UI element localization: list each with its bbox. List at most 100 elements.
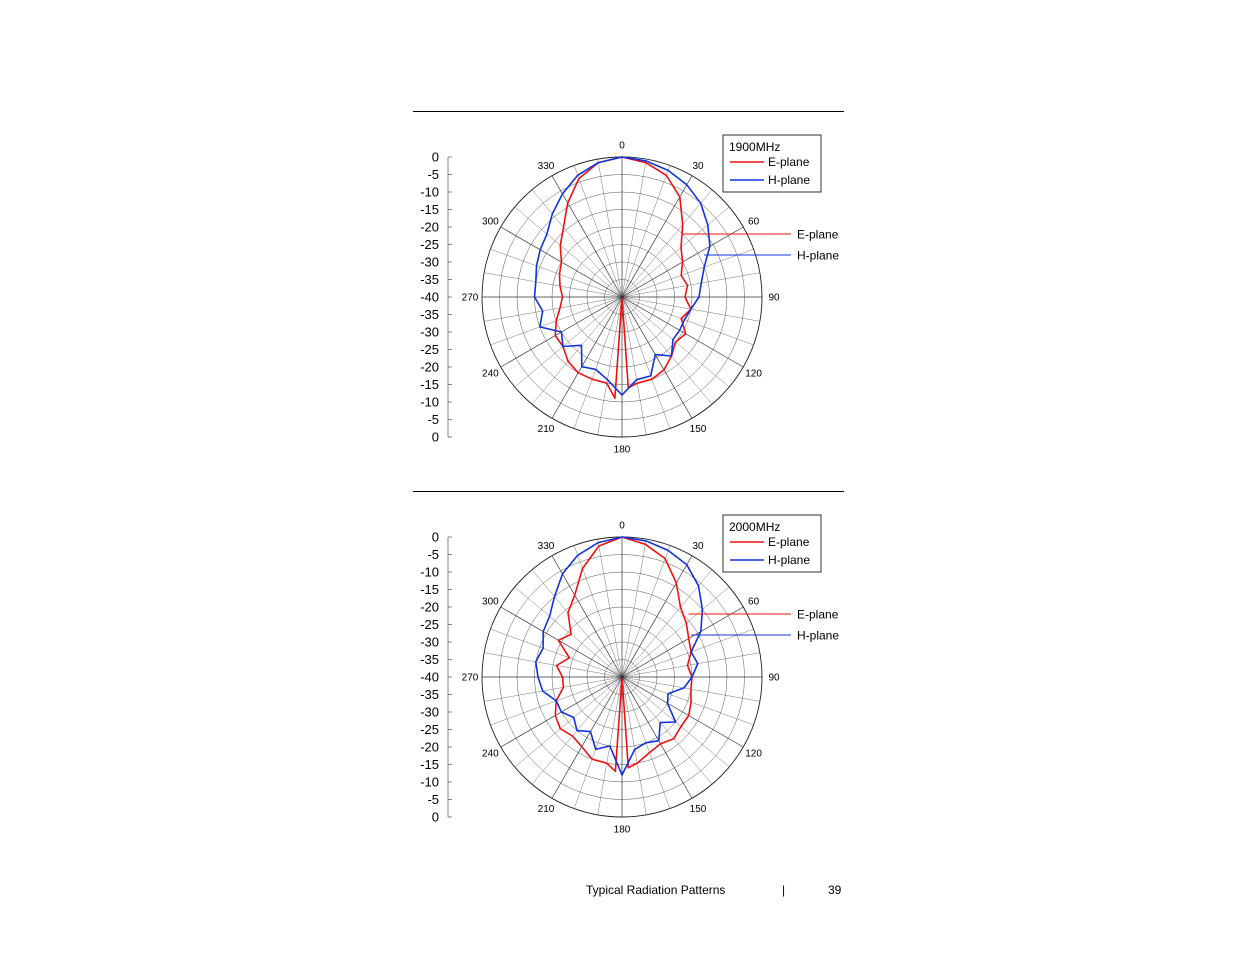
grid-spoke bbox=[484, 676, 623, 702]
angle-label: 150 bbox=[690, 804, 707, 815]
angle-label: 60 bbox=[748, 597, 760, 608]
grid-spoke bbox=[573, 676, 623, 809]
grid-spoke bbox=[514, 206, 623, 298]
radial-tick-label: -10 bbox=[420, 395, 439, 410]
grid-spoke bbox=[621, 296, 693, 419]
radial-tick-label: -20 bbox=[420, 220, 439, 235]
legend-label: E-plane bbox=[768, 155, 810, 169]
angle-label: 210 bbox=[538, 424, 555, 435]
angle-label: 240 bbox=[482, 369, 499, 380]
angle-label: 0 bbox=[619, 521, 625, 532]
radial-tick-label: 0 bbox=[432, 810, 439, 825]
radial-tick-label: -35 bbox=[420, 652, 439, 667]
grid-spoke bbox=[621, 586, 730, 678]
grid-spoke bbox=[621, 676, 647, 815]
angle-label: 330 bbox=[538, 161, 555, 172]
grid-spoke bbox=[621, 248, 754, 298]
center-point bbox=[620, 675, 624, 679]
grid-spoke bbox=[597, 296, 623, 435]
grid-spoke bbox=[621, 296, 754, 346]
polar-chart-2000mhz: 0 30 60 90 120 150 180 210 240 270 300 330 0 -5 -10 -15… bbox=[420, 514, 839, 836]
radial-tick-label: -15 bbox=[420, 377, 439, 392]
radial-tick-label: 0 bbox=[432, 150, 439, 165]
angle-label: 300 bbox=[482, 597, 499, 608]
grid-spoke bbox=[573, 296, 623, 429]
top-rule-1 bbox=[413, 111, 844, 112]
radial-tick-label: -5 bbox=[427, 412, 439, 427]
radial-tick-label: -25 bbox=[420, 617, 439, 632]
grid-spoke bbox=[621, 296, 744, 368]
radial-tick-label: -5 bbox=[427, 167, 439, 182]
radial-tick-label: -30 bbox=[420, 255, 439, 270]
grid-spoke bbox=[621, 159, 647, 298]
grid-spoke bbox=[621, 545, 671, 678]
legend-label: H-plane bbox=[768, 553, 810, 567]
top-rule-2 bbox=[413, 491, 844, 492]
radial-tick-label: 0 bbox=[432, 430, 439, 445]
grid-spoke bbox=[551, 296, 623, 419]
angle-label: 60 bbox=[748, 217, 760, 228]
h-plane-curve bbox=[533, 156, 711, 396]
legend-label: E-plane bbox=[768, 535, 810, 549]
radial-tick-label: -35 bbox=[420, 307, 439, 322]
grid-spoke bbox=[531, 569, 623, 678]
center-point bbox=[620, 295, 624, 299]
radial-tick-label: -25 bbox=[420, 722, 439, 737]
grid-spoke bbox=[514, 586, 623, 678]
legend-title: 1900MHz bbox=[729, 140, 780, 154]
radial-tick-label: -30 bbox=[420, 635, 439, 650]
radial-tick-label: -15 bbox=[420, 757, 439, 772]
radial-tick-label: -35 bbox=[420, 272, 439, 287]
grid-spoke bbox=[490, 628, 623, 678]
grid-spoke bbox=[531, 296, 623, 405]
radial-tick-label: -10 bbox=[420, 565, 439, 580]
radial-tick-label: -25 bbox=[420, 237, 439, 252]
grid-spoke bbox=[551, 175, 623, 298]
radial-tick-label: -40 bbox=[420, 670, 439, 685]
angle-label: 270 bbox=[462, 673, 479, 684]
grid-spoke bbox=[621, 676, 713, 785]
radial-tick-label: -10 bbox=[420, 185, 439, 200]
grid-spoke bbox=[551, 676, 623, 799]
angle-label: 120 bbox=[745, 369, 762, 380]
annotation-label: H-plane bbox=[797, 249, 839, 263]
grid-spoke bbox=[551, 555, 623, 678]
radial-tick-label: -35 bbox=[420, 687, 439, 702]
grid-spoke bbox=[597, 539, 623, 678]
grid-spoke bbox=[484, 272, 623, 298]
annotation-label: H-plane bbox=[797, 629, 839, 643]
grid-spoke bbox=[514, 676, 623, 768]
radial-tick-label: -15 bbox=[420, 582, 439, 597]
grid-spoke bbox=[484, 652, 623, 678]
angle-label: 30 bbox=[692, 161, 704, 172]
grid-spoke bbox=[597, 159, 623, 298]
annotation-label: E-plane bbox=[797, 228, 839, 242]
grid-spoke bbox=[531, 189, 623, 298]
grid-spoke bbox=[484, 296, 623, 322]
grid-spoke bbox=[621, 555, 693, 678]
grid-spoke bbox=[621, 189, 713, 298]
angle-label: 90 bbox=[768, 293, 780, 304]
legend-title: 2000MHz bbox=[729, 520, 780, 534]
grid-spoke bbox=[490, 248, 623, 298]
polar-chart-1900mhz: 0 30 60 90 120 150 180 210 240 270 300 330 0 -5 -10 -15… bbox=[420, 134, 839, 456]
grid-spoke bbox=[621, 296, 671, 429]
grid-spoke bbox=[621, 569, 713, 678]
angle-label: 120 bbox=[745, 749, 762, 760]
radial-tick-label: -30 bbox=[420, 705, 439, 720]
legend-box bbox=[722, 134, 822, 193]
grid-spoke bbox=[621, 296, 647, 435]
grid-spoke bbox=[621, 676, 693, 799]
grid-spoke bbox=[621, 206, 730, 298]
grid-spoke bbox=[573, 165, 623, 298]
grid-spoke bbox=[621, 628, 754, 678]
grid-spoke bbox=[621, 539, 647, 678]
footer-section-title: Typical Radiation Patterns bbox=[586, 883, 726, 897]
legend-box bbox=[722, 514, 822, 573]
grid-spoke bbox=[621, 165, 671, 298]
angle-label: 180 bbox=[614, 825, 631, 836]
radial-tick-label: -20 bbox=[420, 360, 439, 375]
grid-spoke bbox=[621, 676, 744, 748]
footer-page-number: 39 bbox=[828, 883, 842, 897]
angle-label: 150 bbox=[690, 424, 707, 435]
